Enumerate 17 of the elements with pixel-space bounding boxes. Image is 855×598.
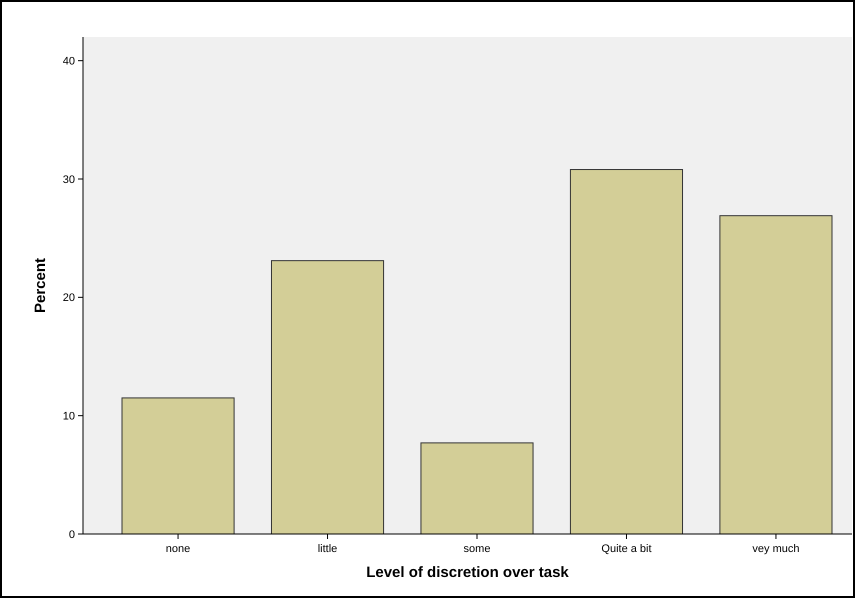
x-tick-label: vey much [752, 543, 800, 555]
bar [570, 169, 684, 534]
y-tick-label: 40 [62, 56, 75, 68]
x-tick-label: none [166, 543, 190, 555]
x-axis-title: Level of discretion over task [366, 564, 570, 581]
y-tick-label: 30 [62, 174, 75, 186]
y-tick-label: 20 [62, 292, 75, 304]
bar [420, 442, 534, 534]
y-tick-label: 0 [68, 528, 75, 541]
bar [270, 260, 384, 534]
y-axis-title: Percent [32, 258, 49, 314]
y-tick-label: 10 [62, 410, 75, 423]
bar [122, 397, 235, 534]
x-tick-label: Quite a bit [601, 543, 652, 555]
bar [719, 215, 832, 534]
x-tick-label: some [464, 543, 490, 555]
x-tick-label: little [318, 543, 338, 555]
